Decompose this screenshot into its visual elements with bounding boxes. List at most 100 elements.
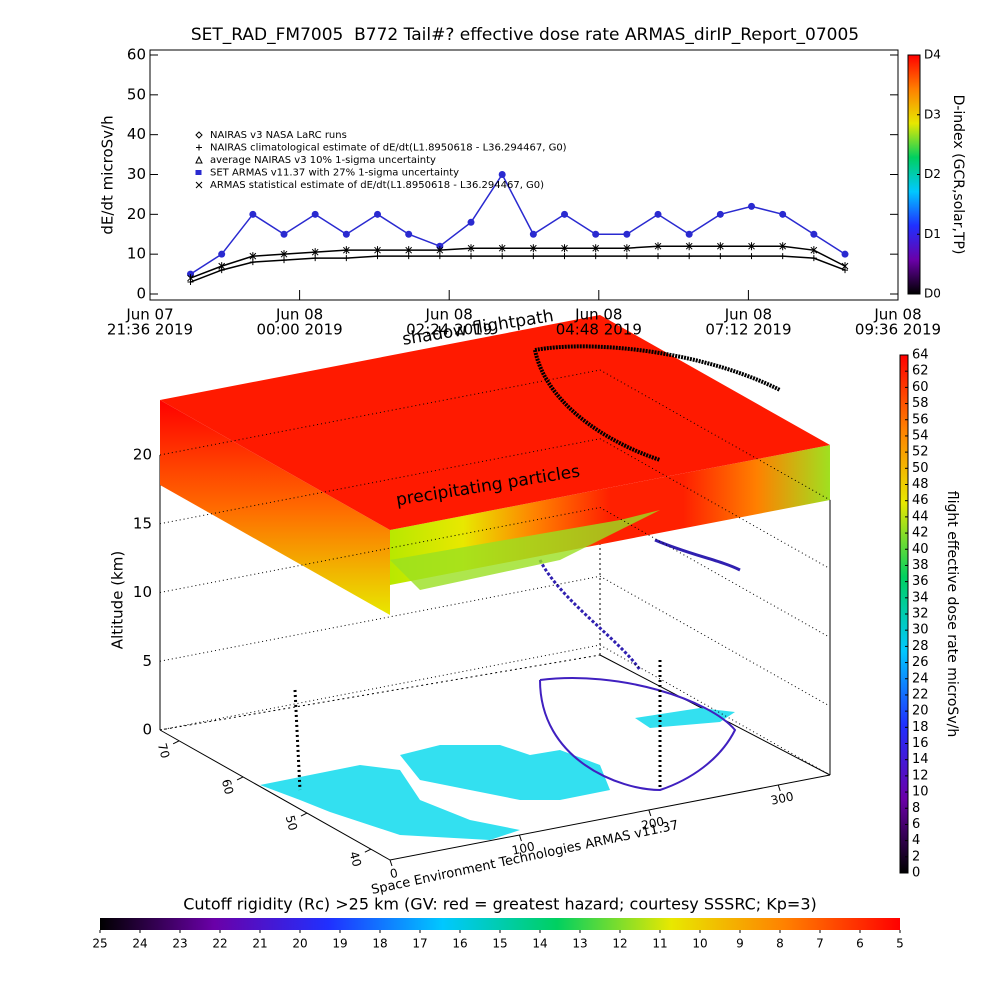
colorbar-tick-label: 34 [912, 590, 929, 605]
data-point [498, 171, 506, 178]
colorbar-tick-label: 54 [912, 428, 929, 443]
colorbar-tick-label: 26 [912, 655, 929, 670]
lon-tick-label: 100 [511, 839, 536, 857]
x-tick-label: Jun 08 [275, 306, 323, 324]
data-point [810, 255, 817, 262]
colorbar-tick-label: 12 [912, 768, 929, 783]
legend-label: NAIRAS climatological estimate of dE/dt(… [210, 143, 567, 154]
colorbar-tick-label: 40 [912, 542, 929, 557]
y-tick-label: 0 [136, 285, 146, 303]
descent [293, 689, 302, 791]
data-point [717, 253, 724, 260]
colorbar-tick-label: 16 [452, 937, 467, 951]
data-point [280, 250, 288, 259]
data-point [716, 210, 724, 218]
colorbar-tick-label: 58 [912, 396, 929, 411]
y-tick-label: 50 [127, 85, 146, 103]
colorbar-tick-label: 56 [912, 412, 929, 427]
lon-tick-label: 0 [389, 866, 399, 881]
colorbar-tick-label: D4 [924, 48, 941, 62]
data-point [779, 253, 786, 260]
sheet [160, 315, 830, 615]
data-point [280, 230, 288, 238]
colorbar-tick-label: 4 [912, 833, 920, 848]
colorbar-tick-label: 11 [652, 937, 667, 951]
x-tick-label: 07:12 2019 [705, 321, 791, 339]
lat-tick-label: 60 [219, 778, 236, 796]
y-tick-label: 40 [127, 125, 146, 143]
data-point [218, 250, 226, 258]
legend-label: average NAIRAS v3 10% 1-sigma uncertaint… [210, 155, 436, 166]
y-tick-label: 60 [127, 46, 146, 64]
data-point [374, 210, 382, 218]
floor-map [260, 708, 735, 840]
data-point [405, 230, 413, 238]
x-tick-label: Jun 07 [125, 306, 173, 324]
colorbar-tick-label: 10 [692, 937, 707, 951]
colorbar-tick-label: 18 [372, 937, 387, 951]
colorbar-tick-label: 23 [172, 937, 187, 951]
data-point [592, 253, 599, 260]
legend-symbol [195, 155, 203, 164]
data-point [499, 253, 506, 260]
data-point [342, 246, 350, 255]
colorbar-tick-label: D3 [924, 107, 941, 121]
colorbar-tick-label: 38 [912, 558, 929, 573]
data-point [498, 244, 506, 253]
data-point [467, 218, 475, 226]
lon-tick-label: 300 [769, 789, 794, 807]
flightpath [533, 344, 781, 462]
data-point [530, 253, 537, 260]
grid-line [159, 644, 831, 776]
data-point [249, 252, 257, 261]
data-point [748, 202, 756, 210]
floor-track [539, 677, 737, 792]
lon-tick [389, 859, 393, 867]
data-point [779, 210, 787, 218]
legend-symbol [195, 181, 203, 189]
colorbar-tick-label: 6 [856, 937, 864, 951]
lat-tick [172, 740, 180, 745]
grid-line [159, 506, 831, 638]
colorbar-tick-label: 12 [612, 937, 627, 951]
colorbar-tick-label: 16 [912, 736, 929, 751]
z-tick-label: 0 [142, 721, 152, 739]
data-point [748, 253, 755, 260]
colorbar-tick-label: 52 [912, 445, 929, 460]
shadow-track [538, 559, 642, 671]
data-point [436, 246, 444, 255]
colorbar-tick-label: 24 [912, 671, 929, 686]
colorbar-tick-label: 22 [912, 687, 929, 702]
data-point [716, 242, 724, 251]
data-point [218, 262, 226, 271]
data-point [529, 230, 537, 238]
colorbar-tick-label: 62 [912, 364, 929, 379]
colorbar-tick-label: 42 [912, 526, 929, 541]
y-tick-label: 20 [127, 205, 146, 223]
data-point [311, 210, 319, 218]
z-tick-label: 10 [133, 583, 152, 601]
colorbar [100, 918, 900, 930]
y-tick-label: 30 [127, 165, 146, 183]
x-tick-label: Jun 08 [724, 306, 772, 324]
colorbar-tick-label: 46 [912, 493, 929, 508]
colorbar-tick-label: 19 [332, 937, 347, 951]
z-tick-label: 5 [142, 652, 152, 670]
colorbar-tick-label: 25 [92, 937, 107, 951]
legend-label: NAIRAS v3 NASA LaRC runs [210, 130, 347, 141]
data-point [405, 246, 413, 255]
data-point [654, 210, 662, 218]
data-point [467, 244, 475, 253]
colorbar-tick-label: 50 [912, 461, 929, 476]
series-line [190, 245, 846, 279]
colorbar-tick-label: 15 [492, 937, 507, 951]
colorbar-tick-label: 44 [912, 509, 929, 524]
data-point [655, 253, 662, 260]
shadow-track [654, 538, 741, 572]
grid-line [159, 369, 831, 501]
x-tick-label: 09:36 2019 [855, 321, 941, 339]
colorbar-tick-label: 13 [572, 937, 587, 951]
colorbar-tick-label: 17 [412, 937, 427, 951]
data-point [561, 210, 569, 218]
